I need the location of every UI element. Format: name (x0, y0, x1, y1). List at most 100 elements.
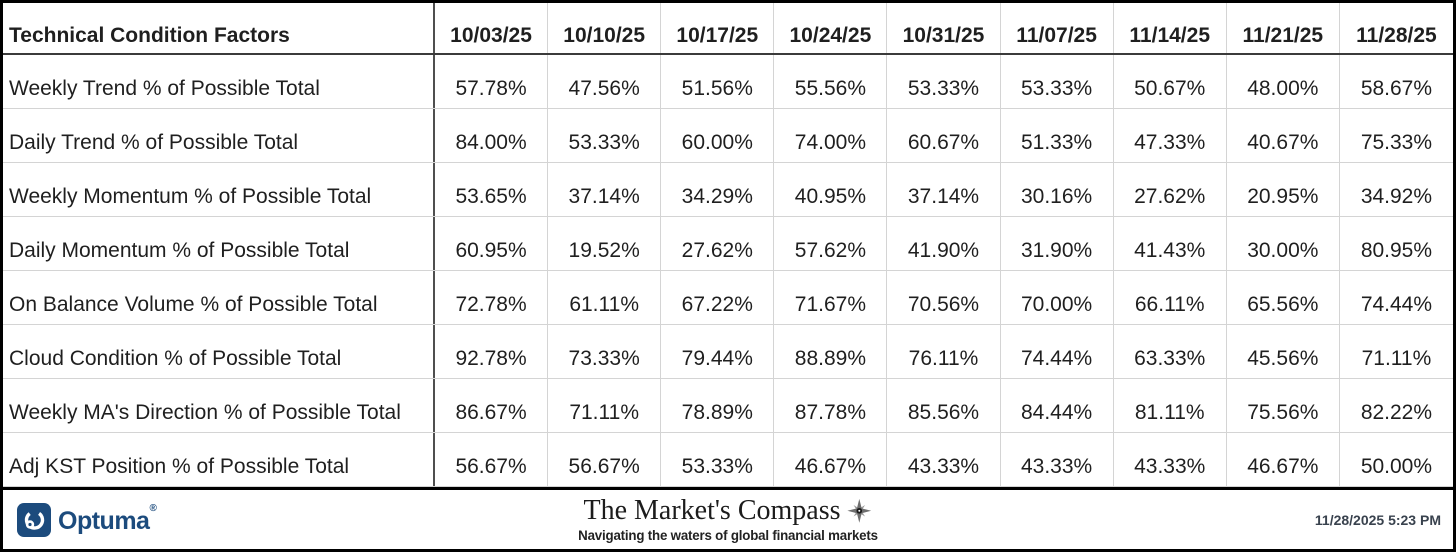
value-cell: 80.95% (1360, 239, 1433, 262)
value-cell: 74.00% (774, 109, 888, 162)
row-label: Weekly Momentum % of Possible Total (3, 163, 435, 216)
footer-bar: Optuma® The Market's Compass Navigating … (3, 487, 1453, 549)
value-cell: 84.44% (1001, 379, 1114, 432)
value-cell: 31.90% (1001, 217, 1114, 270)
value-cell: 60.95% (435, 217, 549, 270)
value-cell: 53.33% (1001, 55, 1114, 108)
value-cell: 41.43% (1114, 217, 1227, 270)
column-header-date: 11/14/25 (1114, 3, 1227, 53)
market-compass-branding: The Market's Compass Navigating the wate… (570, 496, 885, 542)
table-header-row: Technical Condition Factors 10/03/25 10/… (3, 3, 1453, 55)
value-cell: 73.33% (548, 325, 662, 378)
column-header-factors: Technical Condition Factors (3, 3, 435, 53)
value-cell: 48.00% (1227, 55, 1340, 108)
value-cell: 56.67% (548, 433, 662, 486)
table-row: Adj KST Position % of Possible Total 56.… (3, 433, 1453, 487)
value-cell: 86.67% (435, 379, 549, 432)
value-cell: 53.65% (435, 163, 549, 216)
value-cell: 74.44% (1001, 325, 1114, 378)
table-row: Weekly Trend % of Possible Total 57.78% … (3, 55, 1453, 109)
value-cell: 57.78% (435, 55, 549, 108)
value-cell: 71.11% (548, 379, 662, 432)
optuma-logo-text: Optuma® (58, 503, 157, 535)
optuma-logo-icon (17, 502, 51, 537)
value-cell: 30.16% (1001, 163, 1114, 216)
column-header-date: 11/07/25 (1001, 3, 1114, 53)
value-cell: 34.29% (661, 163, 775, 216)
row-label: Cloud Condition % of Possible Total (3, 325, 435, 378)
value-cell: 58.67% (1360, 77, 1433, 100)
value-cell: 71.67% (774, 271, 888, 324)
value-cell: 34.92% (1360, 185, 1433, 208)
column-header-date: 10/10/25 (548, 3, 662, 53)
value-cell: 75.56% (1227, 379, 1340, 432)
value-cell: 46.67% (774, 433, 888, 486)
value-cell: 78.89% (661, 379, 775, 432)
value-cell: 76.11% (887, 325, 1001, 378)
value-cell: 61.11% (548, 271, 662, 324)
row-label: On Balance Volume % of Possible Total (3, 271, 435, 324)
row-label: Adj KST Position % of Possible Total (3, 433, 435, 486)
table-row: Cloud Condition % of Possible Total 92.7… (3, 325, 1453, 379)
value-cell: 40.95% (774, 163, 888, 216)
column-header-date: 10/24/25 (774, 3, 888, 53)
value-cell: 51.33% (1001, 109, 1114, 162)
value-cell: 53.33% (887, 55, 1001, 108)
value-cell: 27.62% (661, 217, 775, 270)
value-cell: 63.33% (1114, 325, 1227, 378)
value-cell: 79.44% (661, 325, 775, 378)
value-cell: 67.22% (661, 271, 775, 324)
row-label: Weekly MA's Direction % of Possible Tota… (3, 379, 435, 432)
value-cell: 43.33% (1001, 433, 1114, 486)
market-compass-tagline: Navigating the waters of global financia… (578, 526, 878, 543)
value-cell: 40.67% (1227, 109, 1340, 162)
value-cell: 72.78% (435, 271, 549, 324)
value-cell: 60.67% (887, 109, 1001, 162)
value-cell: 27.62% (1114, 163, 1227, 216)
table-row: Weekly Momentum % of Possible Total 53.6… (3, 163, 1453, 217)
value-cell: 65.56% (1227, 271, 1340, 324)
value-cell: 81.11% (1114, 379, 1227, 432)
row-label: Weekly Trend % of Possible Total (3, 55, 435, 108)
report-timestamp: 11/28/2025 5:23 PM (1314, 511, 1441, 528)
value-cell: 55.56% (774, 55, 888, 108)
row-label: Daily Momentum % of Possible Total (3, 217, 435, 270)
value-cell: 87.78% (774, 379, 888, 432)
value-cell: 47.56% (548, 55, 662, 108)
column-header-date: 10/31/25 (887, 3, 1001, 53)
value-cell: 66.11% (1114, 271, 1227, 324)
value-cell: 51.56% (661, 55, 775, 108)
value-cell: 70.00% (1001, 271, 1114, 324)
value-cell: 74.44% (1360, 293, 1433, 316)
registered-mark: ® (149, 503, 157, 514)
column-header-date: 10/03/25 (435, 3, 549, 53)
value-cell: 53.33% (548, 109, 662, 162)
table-row: On Balance Volume % of Possible Total 72… (3, 271, 1453, 325)
table-row: Weekly MA's Direction % of Possible Tota… (3, 379, 1453, 433)
value-cell: 56.67% (435, 433, 549, 486)
value-cell: 43.33% (1114, 433, 1227, 486)
value-cell: 60.00% (661, 109, 775, 162)
value-cell: 75.33% (1360, 131, 1433, 154)
column-header-date: 10/17/25 (661, 3, 775, 53)
value-cell: 71.11% (1361, 347, 1432, 370)
value-cell: 41.90% (887, 217, 1001, 270)
value-cell: 50.67% (1114, 55, 1227, 108)
value-cell: 82.22% (1360, 401, 1433, 424)
value-cell: 20.95% (1227, 163, 1340, 216)
column-header-date: 11/21/25 (1227, 3, 1340, 53)
value-cell: 70.56% (887, 271, 1001, 324)
value-cell: 84.00% (435, 109, 549, 162)
value-cell: 88.89% (774, 325, 888, 378)
value-cell: 43.33% (887, 433, 1001, 486)
value-cell: 57.62% (774, 217, 888, 270)
value-cell: 53.33% (661, 433, 775, 486)
table-row: Daily Trend % of Possible Total 84.00% 5… (3, 109, 1453, 163)
column-header-date: 11/28/25 (1356, 24, 1437, 47)
table-row: Daily Momentum % of Possible Total 60.95… (3, 217, 1453, 271)
value-cell: 45.56% (1227, 325, 1340, 378)
value-cell: 85.56% (887, 379, 1001, 432)
value-cell: 92.78% (435, 325, 549, 378)
value-cell: 37.14% (548, 163, 662, 216)
